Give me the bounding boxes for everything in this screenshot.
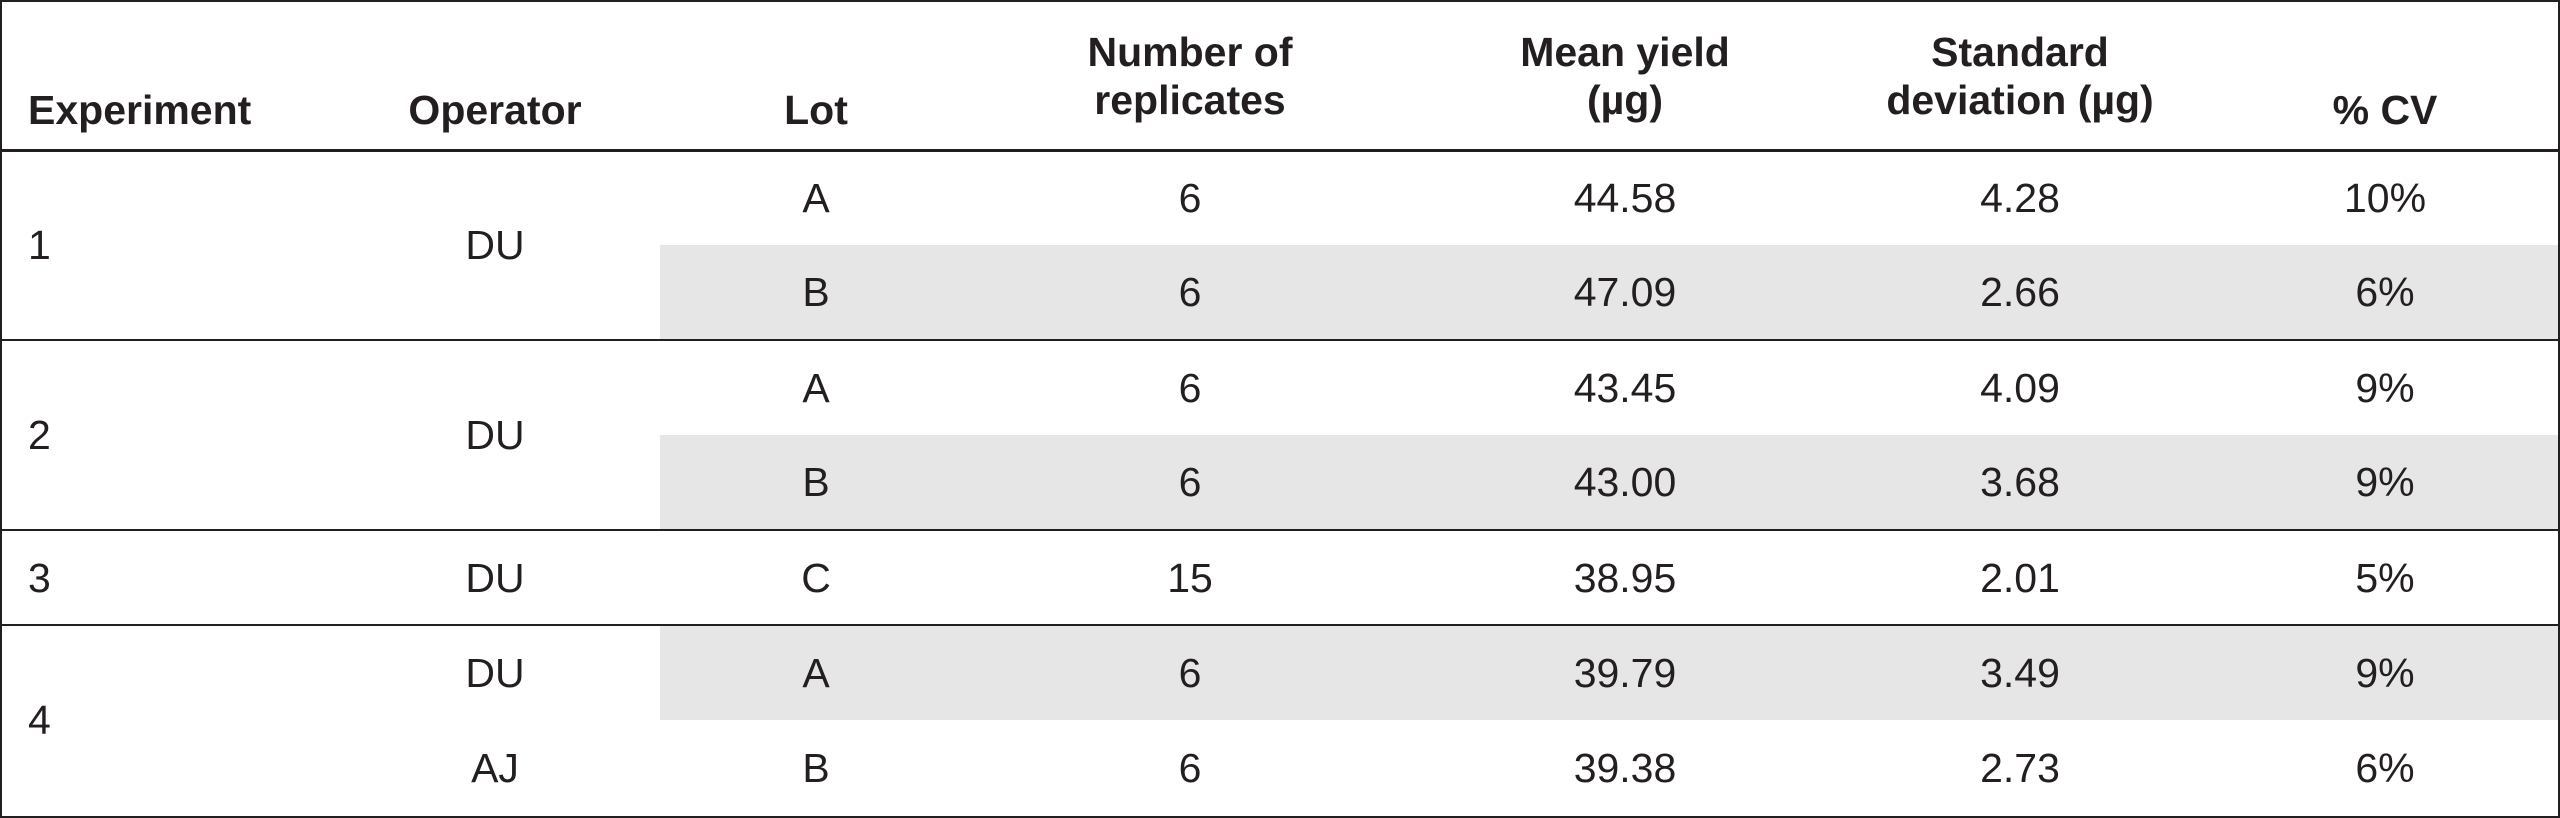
mean-yield-cell: 43.45 [1573, 364, 1677, 411]
header-experiment: Experiment [28, 87, 252, 133]
std-dev-cell: 2.73 [1980, 744, 2060, 791]
cv-cell: 9% [2355, 459, 2415, 505]
lot-cell: B [802, 459, 830, 505]
replicates-cell: 15 [1167, 554, 1213, 601]
operator-cell: DU [465, 650, 525, 696]
std-dev-cell: 3.68 [1980, 459, 2060, 505]
cv-cell: 9% [2355, 650, 2415, 696]
cv-cell: 6% [2355, 744, 2415, 791]
operator-cell: DU [465, 554, 525, 601]
replicates-cell: 6 [1178, 364, 1202, 411]
replicates-cell: 6 [1178, 174, 1202, 221]
row-shading [660, 245, 2560, 340]
std-dev-cell: 4.28 [1980, 174, 2060, 221]
lot-cell: C [801, 554, 831, 601]
experiment-cell: 4 [28, 697, 51, 743]
lot-cell: A [802, 364, 830, 411]
group-divider [0, 624, 2560, 626]
header-standard-deviation: Standard deviation (µg) [1886, 29, 2154, 123]
header-divider [0, 149, 2560, 152]
lot-cell: B [802, 269, 830, 315]
experiment-cell: 3 [28, 554, 51, 601]
experiment-cell: 1 [28, 222, 51, 268]
cv-cell: 10% [2343, 174, 2427, 221]
std-dev-cell: 3.49 [1980, 650, 2060, 696]
experiment-cell: 2 [28, 412, 51, 458]
cv-cell: 5% [2355, 554, 2415, 601]
header-operator: Operator [408, 87, 582, 133]
mean-yield-cell: 44.58 [1573, 174, 1677, 221]
mean-yield-cell: 39.38 [1573, 744, 1677, 791]
mean-yield-cell: 39.79 [1573, 650, 1677, 696]
replicates-cell: 6 [1178, 650, 1202, 696]
operator-cell: AJ [471, 744, 519, 791]
mean-yield-cell: 38.95 [1573, 554, 1677, 601]
cv-cell: 6% [2355, 269, 2415, 315]
operator-cell: DU [465, 412, 525, 458]
header-lot: Lot [784, 87, 848, 133]
operator-cell: DU [465, 222, 525, 268]
std-dev-cell: 2.01 [1980, 554, 2060, 601]
lot-cell: A [802, 650, 830, 696]
std-dev-cell: 2.66 [1980, 269, 2060, 315]
row-shading [660, 625, 2560, 720]
group-divider [0, 529, 2560, 531]
header-cv: % CV [2332, 87, 2438, 133]
lot-cell: A [802, 174, 830, 221]
mean-yield-cell: 43.00 [1573, 459, 1677, 505]
header-mean-yield: Mean yield (µg) [1520, 29, 1730, 123]
cv-cell: 9% [2355, 364, 2415, 411]
replicates-cell: 6 [1178, 744, 1202, 791]
replicates-cell: 6 [1178, 269, 1202, 315]
row-shading [660, 435, 2560, 530]
mean-yield-cell: 47.09 [1573, 269, 1677, 315]
std-dev-cell: 4.09 [1980, 364, 2060, 411]
lot-cell: B [802, 744, 830, 791]
group-divider [0, 339, 2560, 341]
replicates-cell: 6 [1178, 459, 1202, 505]
header-number-of-replicates: Number of replicates [1087, 29, 1293, 123]
